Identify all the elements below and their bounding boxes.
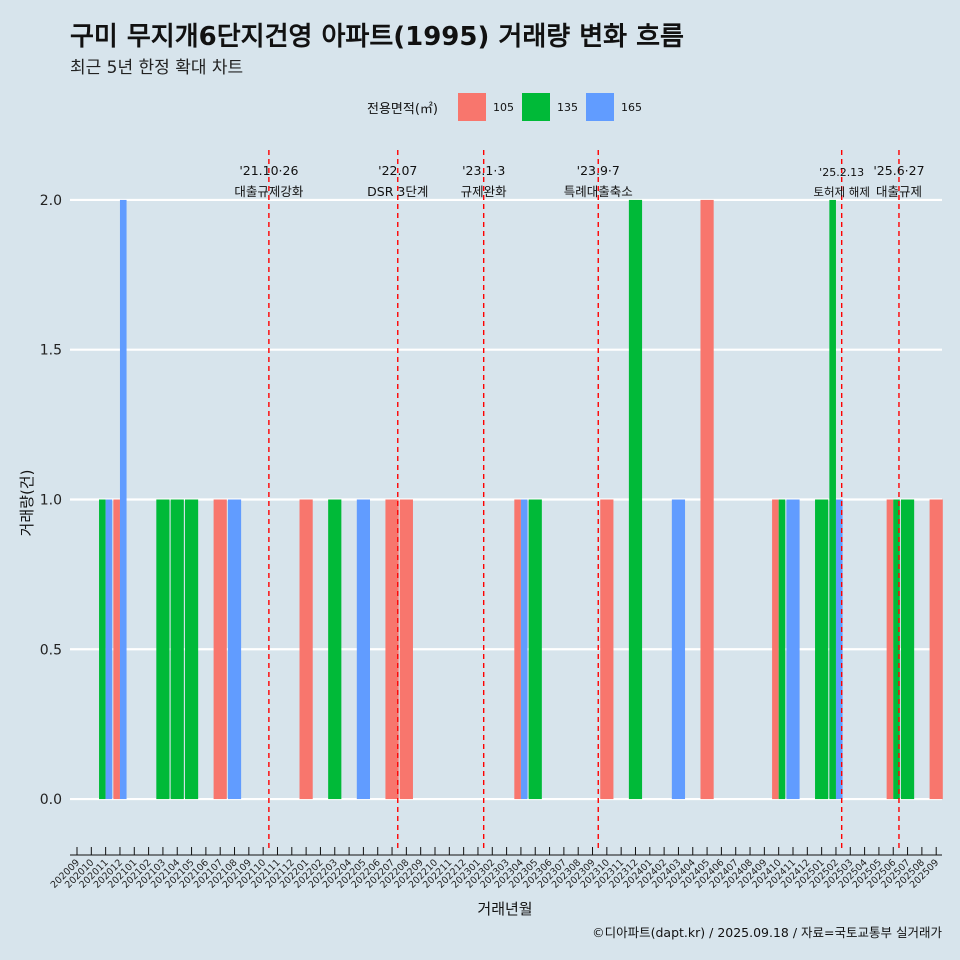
event-label: 규제완화	[461, 184, 508, 199]
bar-135-202506	[893, 499, 900, 800]
bar-105-202201	[299, 499, 313, 800]
chart-subtitle: 최근 5년 한정 확대 차트	[70, 58, 244, 78]
bar-105-202107	[213, 499, 227, 800]
bar-105-202405	[700, 199, 714, 800]
y-tick-label: 1.5	[40, 343, 62, 359]
bar-165-202011	[105, 499, 113, 800]
event-label: DSR 3단계	[367, 184, 428, 199]
legend-label-105: 105	[493, 101, 514, 114]
bar-105-202304	[514, 499, 521, 800]
bar-165-202411	[786, 499, 800, 800]
bar-135-202501	[815, 499, 829, 800]
bar-165-202502	[835, 499, 843, 800]
caption: ©디아파트(dapt.kr) / 2025.09.18 / 자료=국토교통부 실…	[592, 925, 942, 940]
bars	[99, 199, 943, 800]
legend-key-105	[458, 93, 486, 121]
x-axis: 2020092020102020112020122021012021022021…	[49, 847, 942, 891]
event-date: '23.1·3	[462, 163, 505, 178]
y-tick-label: 0.5	[40, 642, 62, 658]
bar-165-202108	[227, 499, 242, 800]
event-label: 특례대출축소	[564, 184, 633, 199]
y-tick-label: 2.0	[40, 193, 62, 209]
bar-135-202105	[184, 499, 199, 800]
y-axis: 0.0 0.5 1.0 1.5 2.0	[40, 193, 62, 808]
y-axis-title: 거래량(건)	[18, 470, 36, 537]
legend-key-165	[586, 93, 614, 121]
bar-105-202207	[385, 499, 399, 800]
bar-165-202403	[671, 499, 686, 800]
bar-105-202506	[886, 499, 894, 800]
legend: 전용면적(㎡) 105 135 165	[0, 93, 960, 121]
legend-label-135: 135	[557, 101, 578, 114]
event-date: '25.6·27	[873, 163, 924, 178]
event-date: '23.9·7	[577, 163, 620, 178]
bar-135-202203	[328, 499, 342, 800]
bar-135-202502	[829, 199, 836, 800]
bar-135-202305	[528, 499, 542, 800]
bar-135-202312	[628, 199, 643, 800]
bar-135-202507	[900, 499, 915, 800]
bar-105-202208	[399, 499, 413, 800]
x-axis-title: 거래년월	[477, 900, 532, 918]
bar-165-202205	[356, 499, 370, 800]
event-label: 대출규제강화	[234, 184, 304, 199]
bar-135-202410	[778, 499, 786, 800]
bar-105-202012	[113, 499, 120, 800]
bar-135-202011	[99, 499, 106, 800]
chart-title: 구미 무지개6단지건영 아파트(1995) 거래량 변화 흐름	[70, 22, 684, 52]
event-label: 대출규제	[876, 184, 922, 199]
gridlines	[70, 198, 942, 801]
bar-135-202104	[170, 499, 184, 800]
event-label: 토허제 해제	[813, 185, 870, 199]
bar-105-202509	[929, 499, 943, 800]
y-tick-label: 1.0	[40, 492, 62, 508]
legend-title: 전용면적(㎡)	[367, 102, 438, 117]
event-date: '21.10·26	[239, 163, 298, 178]
bar-135-202103	[156, 499, 170, 800]
event-date: '25.2.13	[819, 166, 864, 179]
bar-105-202310	[600, 499, 614, 800]
event-date: '22.07	[378, 163, 417, 178]
event-lines: '21.10·26 대출규제강화 '22.07 DSR 3단계 '23.1·3 규제완화 '…	[234, 150, 925, 850]
legend-key-135	[522, 93, 550, 121]
bar-165-202304	[520, 499, 528, 800]
legend-label-165: 165	[621, 101, 642, 114]
y-tick-label: 0.0	[40, 792, 62, 808]
bar-165-202012	[119, 199, 127, 800]
bar-105-202410	[772, 499, 779, 800]
